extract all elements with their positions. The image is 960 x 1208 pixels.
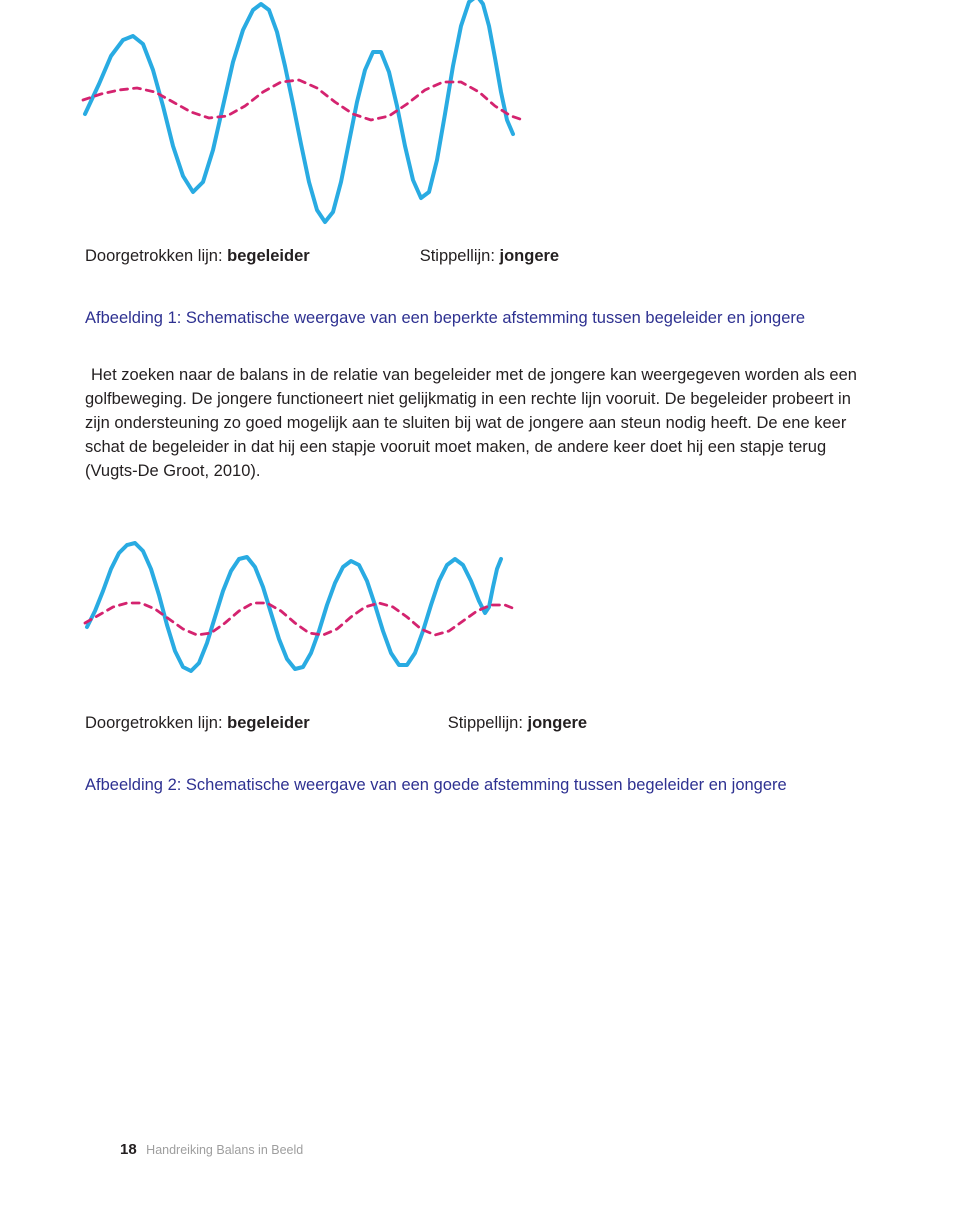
diagram-2	[81, 537, 521, 687]
body-paragraph: Het zoeken naar de balans in de relatie …	[85, 364, 875, 484]
legend-1-dashed-prefix: Stippellijn:	[420, 247, 500, 265]
legend-2: Doorgetrokken lijn: begeleider Stippellij…	[85, 711, 875, 736]
legend-1-dashed-bold: jongere	[500, 247, 560, 265]
legend-2-dashed-bold: jongere	[528, 714, 588, 732]
diagram-1	[79, 0, 529, 236]
page: Doorgetrokken lijn: begeleider Stippellij…	[0, 0, 960, 1204]
page-footer: 18 Handreiking Balans in Beeld	[120, 1141, 303, 1158]
legend-1-solid-prefix: Doorgetrokken lijn:	[85, 247, 227, 265]
footer-title: Handreiking Balans in Beeld	[146, 1143, 303, 1157]
caption-2: Afbeelding 2: Schematische weergave van …	[85, 774, 875, 797]
legend-2-solid-bold: begeleider	[227, 714, 310, 732]
caption-1: Afbeelding 1: Schematische weergave van …	[85, 307, 875, 330]
legend-1: Doorgetrokken lijn: begeleider Stippellij…	[85, 244, 875, 269]
legend-2-solid-prefix: Doorgetrokken lijn:	[85, 714, 227, 732]
section-2: Doorgetrokken lijn: begeleider Stippellij…	[85, 537, 875, 797]
page-number: 18	[120, 1141, 137, 1158]
legend-1-solid-bold: begeleider	[227, 247, 310, 265]
legend-2-dashed-prefix: Stippellijn:	[448, 714, 528, 732]
